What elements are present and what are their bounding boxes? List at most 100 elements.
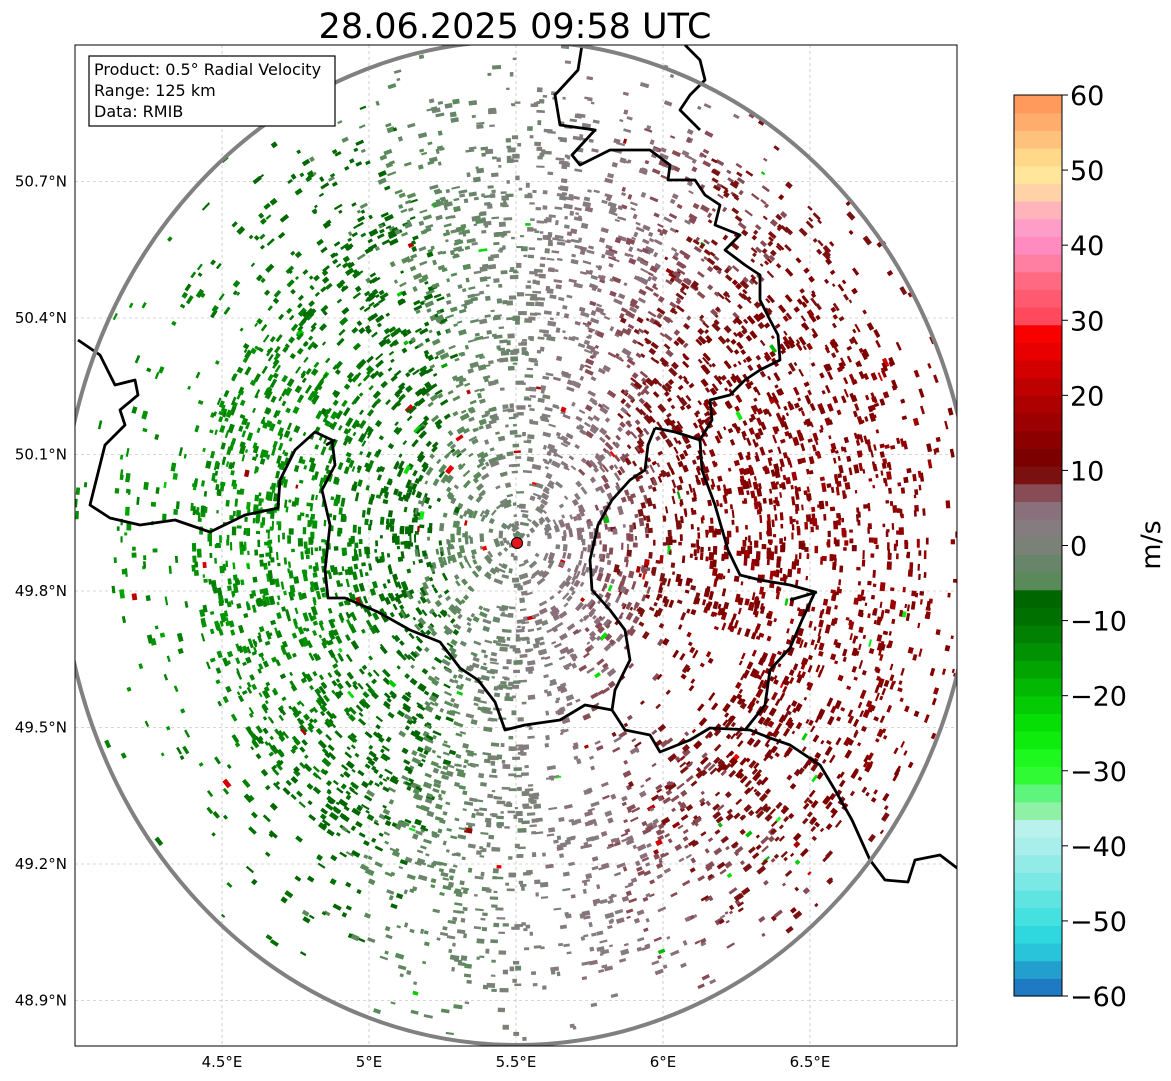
velocity-cell — [744, 536, 748, 541]
velocity-cell — [202, 574, 206, 578]
velocity-cell — [185, 295, 194, 305]
velocity-cell — [794, 554, 798, 562]
velocity-cell — [275, 551, 279, 561]
velocity-cell — [512, 756, 521, 760]
velocity-cell — [652, 292, 660, 298]
velocity-cell — [345, 451, 352, 458]
velocity-cell — [766, 557, 771, 566]
velocity-cell — [179, 755, 185, 761]
velocity-cell — [291, 652, 297, 658]
velocity-cell — [757, 321, 765, 330]
velocity-cell — [586, 76, 594, 81]
velocity-cell — [748, 759, 757, 769]
velocity-cell — [604, 912, 615, 920]
velocity-cell — [644, 559, 650, 566]
velocity-cell — [564, 154, 569, 158]
velocity-cell — [398, 382, 406, 389]
velocity-cell — [740, 349, 747, 355]
velocity-cell — [841, 527, 846, 536]
velocity-cell — [476, 167, 485, 174]
velocity-cell — [444, 102, 453, 109]
velocity-cell — [701, 973, 711, 981]
velocity-cell — [676, 524, 680, 530]
velocity-cell — [124, 506, 130, 516]
velocity-cell — [333, 546, 339, 551]
velocity-cell — [453, 890, 458, 894]
velocity-cell — [950, 539, 955, 545]
velocity-cell — [457, 613, 463, 620]
velocity-cell — [711, 207, 717, 213]
velocity-cell — [253, 646, 258, 653]
velocity-cell — [351, 555, 356, 562]
velocity-cell — [487, 72, 492, 76]
velocity-cell — [633, 231, 639, 238]
velocity-cell — [472, 559, 478, 565]
velocity-cell — [218, 293, 225, 301]
velocity-cell — [525, 591, 533, 596]
velocity-cell — [411, 824, 416, 829]
velocity-cell — [539, 881, 549, 888]
velocity-cell — [609, 290, 617, 297]
velocity-cell — [375, 293, 380, 299]
velocity-cell — [506, 158, 514, 163]
velocity-cell — [478, 699, 487, 704]
velocity-cell — [641, 594, 647, 602]
velocity-cell — [160, 752, 165, 757]
velocity-cell — [335, 410, 344, 420]
velocity-cell — [858, 626, 864, 634]
velocity-cell — [623, 942, 629, 947]
velocity-cell — [644, 245, 655, 254]
velocity-cell — [322, 438, 328, 445]
velocity-cell — [351, 768, 356, 773]
velocity-cell — [778, 194, 785, 201]
velocity-cell — [332, 514, 337, 521]
velocity-cell — [120, 536, 123, 543]
velocity-cell — [648, 606, 655, 612]
velocity-cell — [810, 526, 814, 533]
velocity-cell — [558, 655, 566, 661]
velocity-cell — [507, 333, 515, 339]
velocity-cell — [424, 575, 431, 583]
velocity-cell — [594, 672, 601, 679]
velocity-cell — [471, 114, 476, 119]
velocity-cell — [491, 846, 501, 852]
velocity-cell — [364, 518, 369, 526]
velocity-cell — [399, 610, 407, 620]
velocity-cell — [304, 384, 313, 394]
velocity-cell — [361, 562, 366, 567]
velocity-cell — [750, 632, 757, 640]
velocity-cell — [867, 502, 871, 512]
velocity-cell — [714, 265, 723, 272]
velocity-cell — [526, 367, 533, 371]
velocity-cell — [756, 865, 767, 875]
velocity-cell — [553, 642, 562, 649]
velocity-cell — [312, 343, 319, 350]
velocity-cell — [665, 279, 673, 285]
velocity-cell — [500, 811, 504, 814]
velocity-cell — [780, 523, 784, 529]
velocity-cell — [258, 212, 265, 219]
velocity-cell — [453, 205, 461, 213]
velocity-cell — [246, 686, 253, 694]
velocity-cell — [299, 512, 305, 517]
velocity-cell — [844, 749, 853, 759]
velocity-cell — [875, 474, 879, 479]
velocity-cell — [617, 205, 624, 211]
velocity-cell — [607, 817, 614, 824]
velocity-cell — [396, 545, 400, 550]
velocity-cell — [767, 539, 773, 544]
velocity-cell — [506, 87, 510, 90]
velocity-cell — [617, 235, 627, 242]
velocity-cell — [268, 539, 273, 544]
velocity-cell — [657, 403, 667, 413]
velocity-cell — [500, 522, 507, 529]
velocity-cell — [830, 595, 837, 602]
velocity-cell — [462, 263, 472, 271]
velocity-cell — [608, 944, 613, 948]
velocity-cell — [723, 325, 732, 334]
velocity-cell — [657, 295, 665, 303]
velocity-cell — [542, 205, 548, 210]
velocity-cell — [556, 971, 561, 977]
velocity-cell — [582, 713, 592, 721]
velocity-cell — [512, 57, 517, 61]
